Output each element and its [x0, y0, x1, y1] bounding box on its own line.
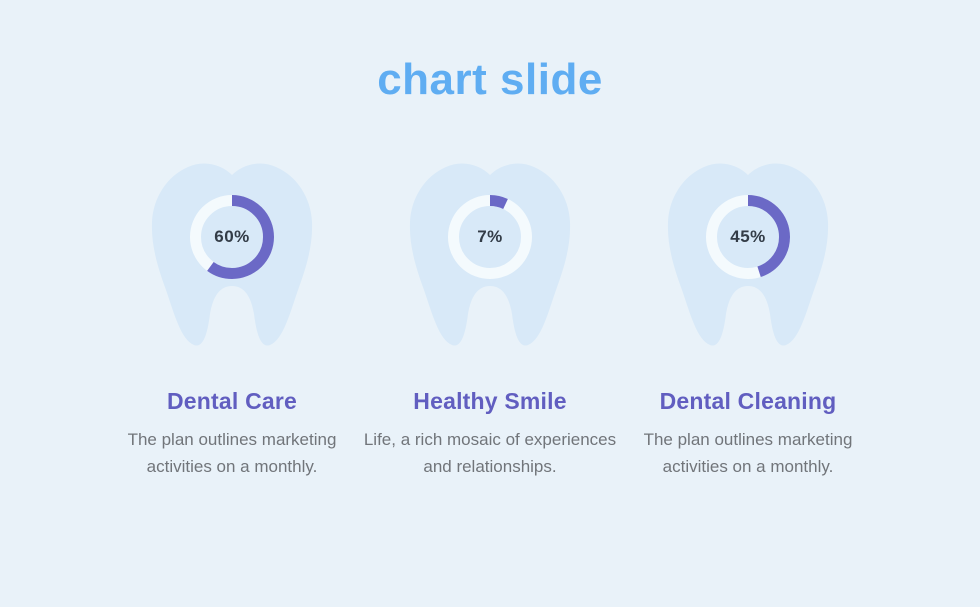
columns-row: 60% Dental Care The plan outlines market…	[0, 162, 980, 480]
tooth-graphic: 7%	[408, 162, 572, 350]
tooth-shape	[409, 163, 571, 346]
column-description: Life, a rich mosaic of experiences and r…	[363, 430, 617, 476]
column-healthy-smile: 7% Healthy Smile Life, a rich mosaic of …	[362, 162, 618, 480]
tooth-icon	[667, 163, 829, 346]
donut-progress-arc	[190, 195, 274, 280]
column-dental-care: 60% Dental Care The plan outlines market…	[104, 162, 360, 480]
donut-percent-label: 7%	[477, 227, 503, 247]
column-heading: Dental Care	[166, 388, 298, 415]
donut-chart	[706, 195, 790, 280]
chart-slide: chart slide 60% Dental Care The plan out…	[0, 55, 980, 607]
column-dental-cleaning: 45% Dental Cleaning The plan outlines ma…	[620, 162, 876, 480]
donut-chart	[448, 195, 532, 280]
column-description: The plan outlines marketing activities o…	[127, 430, 337, 476]
donut-chart	[190, 195, 274, 280]
tooth-shape	[667, 163, 829, 346]
donut-progress-arc	[448, 195, 532, 280]
tooth-icon	[409, 163, 571, 346]
tooth-shape	[151, 163, 313, 346]
tooth-graphic: 60%	[150, 162, 314, 350]
donut-percent-label: 60%	[214, 227, 250, 247]
tooth-graphic: 45%	[666, 162, 830, 350]
slide-title: chart slide	[377, 55, 603, 104]
donut-percent-label: 45%	[730, 227, 766, 247]
tooth-icon	[151, 163, 313, 346]
column-heading: Healthy Smile	[413, 388, 567, 415]
column-description: The plan outlines marketing activities o…	[643, 430, 853, 476]
donut-progress-arc	[706, 195, 790, 280]
column-heading: Dental Cleaning	[659, 388, 837, 415]
